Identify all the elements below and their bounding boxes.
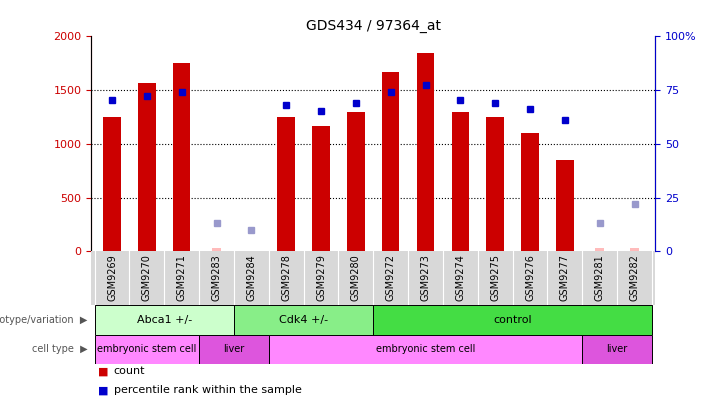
Text: control: control [494, 315, 532, 325]
Text: GSM9277: GSM9277 [560, 254, 570, 301]
Bar [234, 305, 374, 335]
Text: GSM9274: GSM9274 [456, 254, 465, 301]
Text: count: count [114, 366, 145, 376]
Bar [382, 72, 400, 251]
Bar [486, 116, 504, 251]
Text: Abca1 +/-: Abca1 +/- [137, 315, 192, 325]
Bar [268, 335, 583, 364]
Text: cell type  ▶: cell type ▶ [32, 345, 88, 354]
Bar [95, 305, 234, 335]
Text: GSM9273: GSM9273 [421, 254, 430, 301]
Bar [347, 112, 365, 251]
Text: genotype/variation  ▶: genotype/variation ▶ [0, 315, 88, 325]
Text: percentile rank within the sample: percentile rank within the sample [114, 385, 301, 395]
Text: GSM9283: GSM9283 [212, 254, 222, 301]
Text: GSM9282: GSM9282 [629, 254, 639, 301]
Text: GSM9281: GSM9281 [594, 254, 605, 301]
Bar [278, 116, 295, 251]
Text: GSM9272: GSM9272 [386, 254, 395, 301]
Text: GSM9269: GSM9269 [107, 254, 117, 301]
Bar [374, 305, 652, 335]
Text: embryonic stem cell: embryonic stem cell [376, 345, 475, 354]
Bar [313, 126, 329, 251]
Text: ■: ■ [98, 385, 109, 395]
Text: GSM9279: GSM9279 [316, 254, 326, 301]
Text: liver: liver [224, 345, 245, 354]
Text: GSM9280: GSM9280 [351, 254, 361, 301]
Text: liver: liver [606, 345, 627, 354]
Bar [417, 53, 434, 251]
Text: embryonic stem cell: embryonic stem cell [97, 345, 196, 354]
Text: GSM9275: GSM9275 [490, 254, 501, 301]
Bar [103, 116, 121, 251]
Text: GSM9278: GSM9278 [281, 254, 291, 301]
Text: ■: ■ [98, 366, 109, 376]
Bar [199, 335, 268, 364]
Text: GSM9271: GSM9271 [177, 254, 186, 301]
Bar [212, 248, 221, 251]
Bar [138, 83, 156, 251]
Bar [630, 248, 639, 251]
Bar [173, 63, 191, 251]
Bar [451, 112, 469, 251]
Text: GSM9284: GSM9284 [246, 254, 257, 301]
Text: GSM9270: GSM9270 [142, 254, 152, 301]
Bar [522, 133, 539, 251]
Bar [595, 248, 604, 251]
Bar [95, 335, 199, 364]
Bar [583, 335, 652, 364]
Title: GDS434 / 97364_at: GDS434 / 97364_at [306, 19, 441, 33]
Text: GSM9276: GSM9276 [525, 254, 535, 301]
Text: Cdk4 +/-: Cdk4 +/- [279, 315, 328, 325]
Bar [556, 160, 573, 251]
